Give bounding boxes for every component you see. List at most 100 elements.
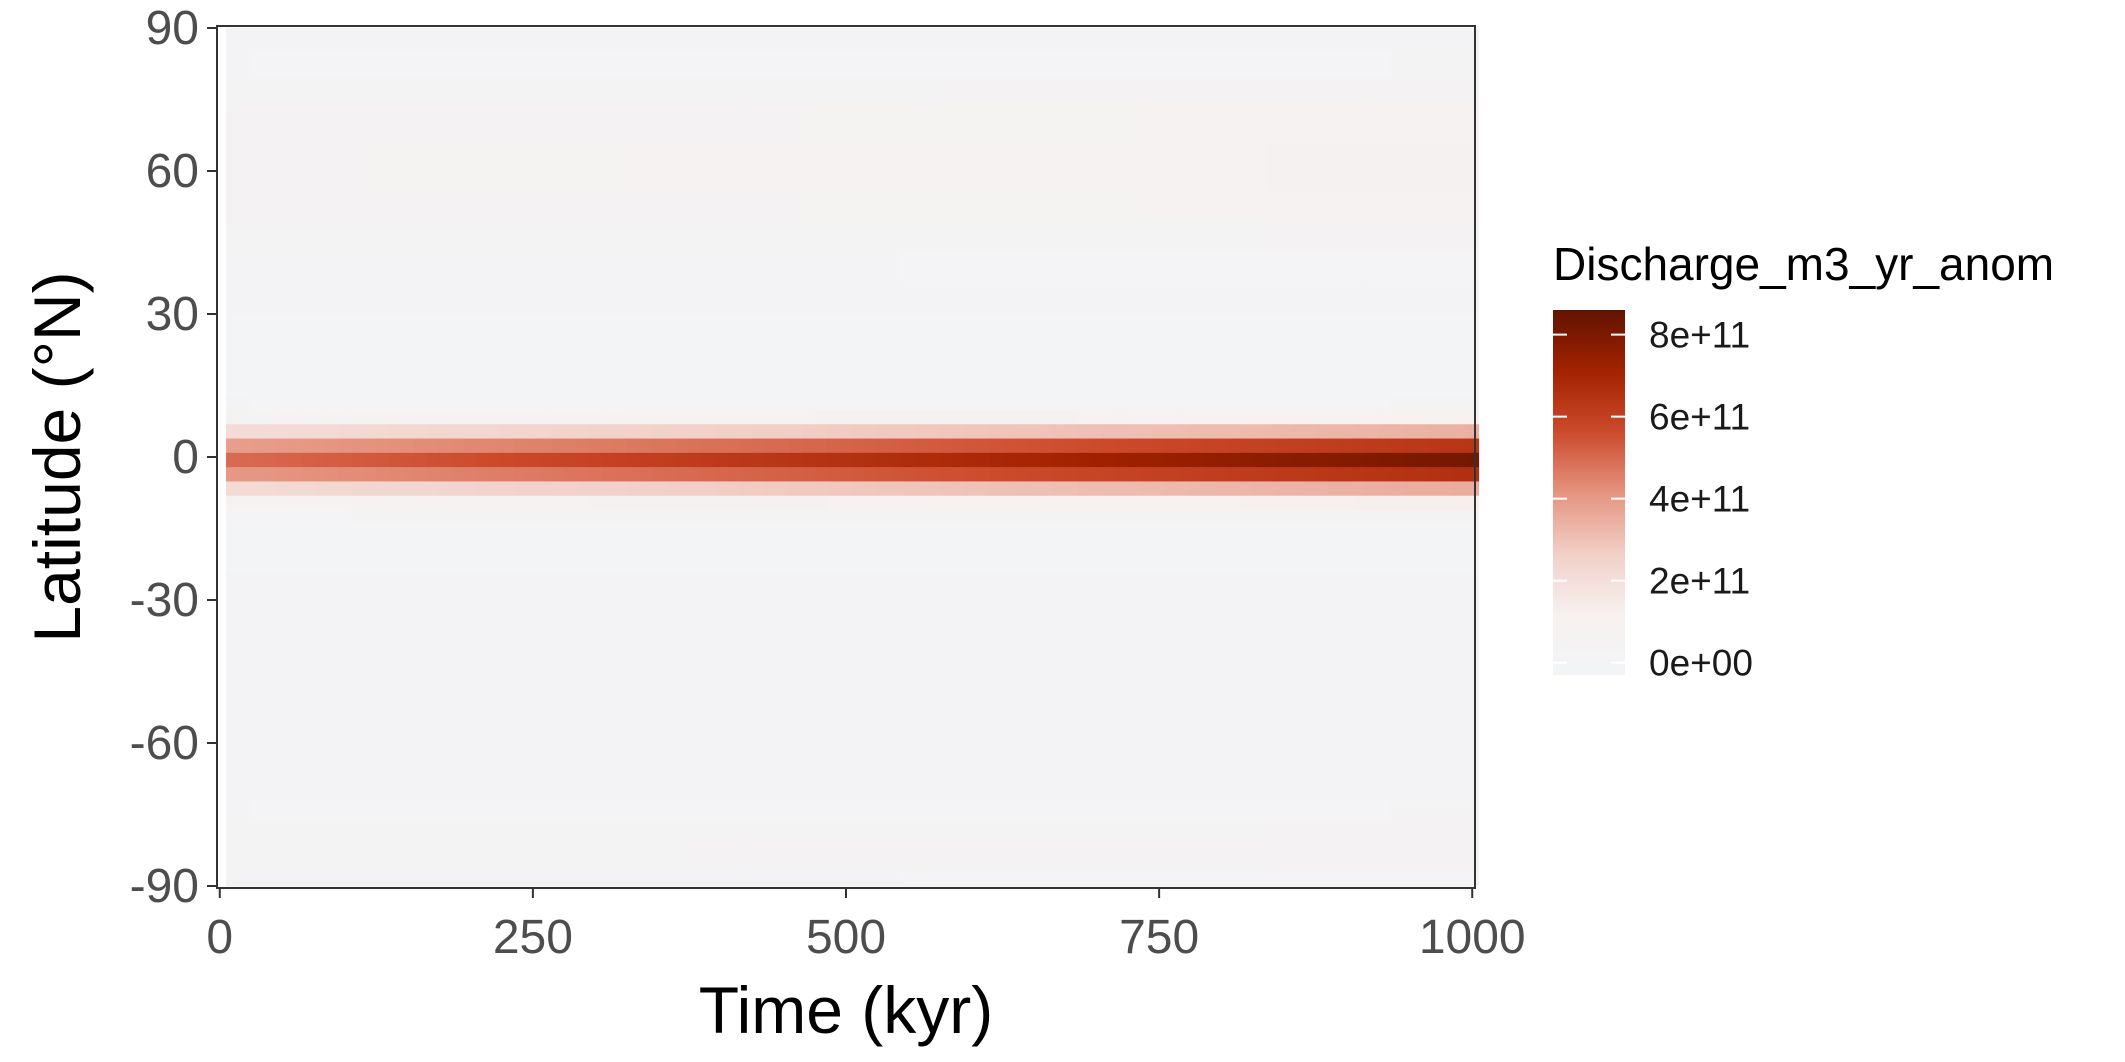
heatmap-cell bbox=[1140, 314, 1154, 396]
heatmap-cell bbox=[564, 800, 578, 820]
heatmap-cell bbox=[651, 762, 665, 801]
heatmap-cell bbox=[1415, 466, 1429, 482]
heatmap-cell bbox=[539, 280, 553, 315]
heatmap-cell bbox=[1152, 28, 1166, 53]
heatmap-cell bbox=[814, 480, 828, 496]
heatmap-cell bbox=[714, 190, 728, 220]
heatmap-cell bbox=[326, 480, 340, 496]
heatmap-cell bbox=[1190, 452, 1204, 468]
x-tick-label: 0 bbox=[206, 911, 233, 964]
heatmap-cell bbox=[226, 280, 240, 315]
heatmap-cell bbox=[839, 466, 853, 482]
heatmap-cell bbox=[226, 800, 240, 820]
heatmap-cell bbox=[301, 142, 315, 191]
heatmap-cell bbox=[1077, 466, 1091, 482]
heatmap-cell bbox=[714, 838, 728, 858]
heatmap-cell bbox=[1177, 819, 1192, 839]
heatmap-cell bbox=[1253, 104, 1267, 143]
heatmap-cell bbox=[539, 480, 553, 496]
heatmap-cell bbox=[589, 75, 603, 105]
heatmap-cell bbox=[1428, 838, 1442, 858]
heatmap-cell bbox=[1215, 647, 1229, 725]
heatmap-cell bbox=[351, 190, 365, 220]
heatmap-cell bbox=[288, 819, 302, 839]
heatmap-cell bbox=[714, 314, 728, 396]
heatmap-cell bbox=[1177, 523, 1192, 572]
heatmap-cell bbox=[589, 857, 603, 873]
heatmap-cell bbox=[589, 647, 603, 725]
heatmap-cell bbox=[601, 142, 615, 191]
heatmap-cell bbox=[1202, 395, 1217, 410]
heatmap-cell bbox=[1127, 509, 1141, 525]
heatmap-cell bbox=[438, 800, 453, 820]
heatmap-cell bbox=[651, 800, 665, 820]
heatmap-cell bbox=[802, 452, 816, 468]
heatmap-cell bbox=[338, 571, 352, 649]
heatmap-cell bbox=[1040, 466, 1054, 482]
heatmap-cell bbox=[326, 523, 340, 572]
heatmap-cell bbox=[1015, 480, 1029, 496]
heatmap-cell bbox=[689, 647, 703, 725]
heatmap-cell bbox=[589, 762, 603, 801]
heatmap-cell bbox=[1278, 762, 1292, 801]
heatmap-cell bbox=[226, 819, 240, 839]
heatmap-cell bbox=[939, 423, 954, 439]
heatmap-cell bbox=[363, 395, 377, 410]
heatmap-cell bbox=[1202, 51, 1217, 77]
heatmap-cell bbox=[1378, 190, 1392, 220]
heatmap-cell bbox=[614, 723, 628, 763]
heatmap-cell bbox=[301, 480, 315, 496]
heatmap-cell bbox=[889, 480, 903, 496]
legend-title: Discharge_m3_yr_anom bbox=[1553, 238, 2054, 290]
heatmap-cell bbox=[1177, 314, 1192, 396]
heatmap-cell bbox=[514, 190, 528, 220]
heatmap-cell bbox=[1378, 819, 1392, 839]
heatmap-cell bbox=[1140, 762, 1154, 801]
heatmap-cell bbox=[326, 190, 340, 220]
heatmap-cell bbox=[226, 509, 240, 525]
heatmap-cell bbox=[1440, 51, 1455, 77]
heatmap-cell bbox=[676, 409, 691, 425]
heatmap-cell bbox=[1052, 75, 1066, 105]
heatmap-cell bbox=[426, 466, 440, 482]
heatmap-cell bbox=[601, 452, 615, 468]
heatmap-cell bbox=[1002, 190, 1016, 220]
heatmap-cell bbox=[764, 723, 778, 763]
heatmap-cell bbox=[1353, 509, 1367, 525]
heatmap-cell bbox=[388, 437, 402, 453]
heatmap-cell bbox=[1027, 857, 1041, 873]
heatmap-cell bbox=[363, 452, 377, 468]
heatmap-cell bbox=[1040, 509, 1054, 525]
heatmap-cell bbox=[326, 647, 340, 725]
heatmap-cell bbox=[514, 523, 528, 572]
heatmap-cell bbox=[376, 409, 390, 425]
heatmap-cell bbox=[1015, 75, 1029, 105]
heatmap-cell bbox=[676, 647, 691, 725]
heatmap-cell bbox=[902, 104, 916, 143]
heatmap-cell bbox=[990, 571, 1004, 649]
heatmap-cell bbox=[1440, 466, 1455, 482]
heatmap-cell bbox=[1315, 437, 1329, 453]
heatmap-cell bbox=[651, 423, 665, 439]
heatmap-cell bbox=[1040, 452, 1054, 468]
heatmap-cell bbox=[1027, 218, 1041, 253]
heatmap-cell bbox=[564, 218, 578, 253]
heatmap-cell bbox=[363, 252, 377, 282]
heatmap-cell bbox=[864, 819, 878, 839]
heatmap-cell bbox=[1002, 466, 1016, 482]
heatmap-cell bbox=[438, 838, 453, 858]
heatmap-cell bbox=[251, 762, 265, 801]
heatmap-cell bbox=[676, 838, 691, 858]
heatmap-cell bbox=[664, 314, 678, 396]
heatmap-cell bbox=[1303, 190, 1317, 220]
heatmap-cell bbox=[464, 466, 478, 482]
heatmap-cell bbox=[1253, 647, 1267, 725]
heatmap-cell bbox=[564, 571, 578, 649]
heatmap-cell bbox=[1365, 395, 1379, 410]
heatmap-cell bbox=[238, 871, 252, 887]
heatmap-cell bbox=[777, 395, 791, 410]
heatmap-cell bbox=[301, 51, 315, 77]
heatmap-cell bbox=[727, 647, 741, 725]
heatmap-cell bbox=[526, 28, 540, 53]
heatmap-cell bbox=[313, 723, 327, 763]
